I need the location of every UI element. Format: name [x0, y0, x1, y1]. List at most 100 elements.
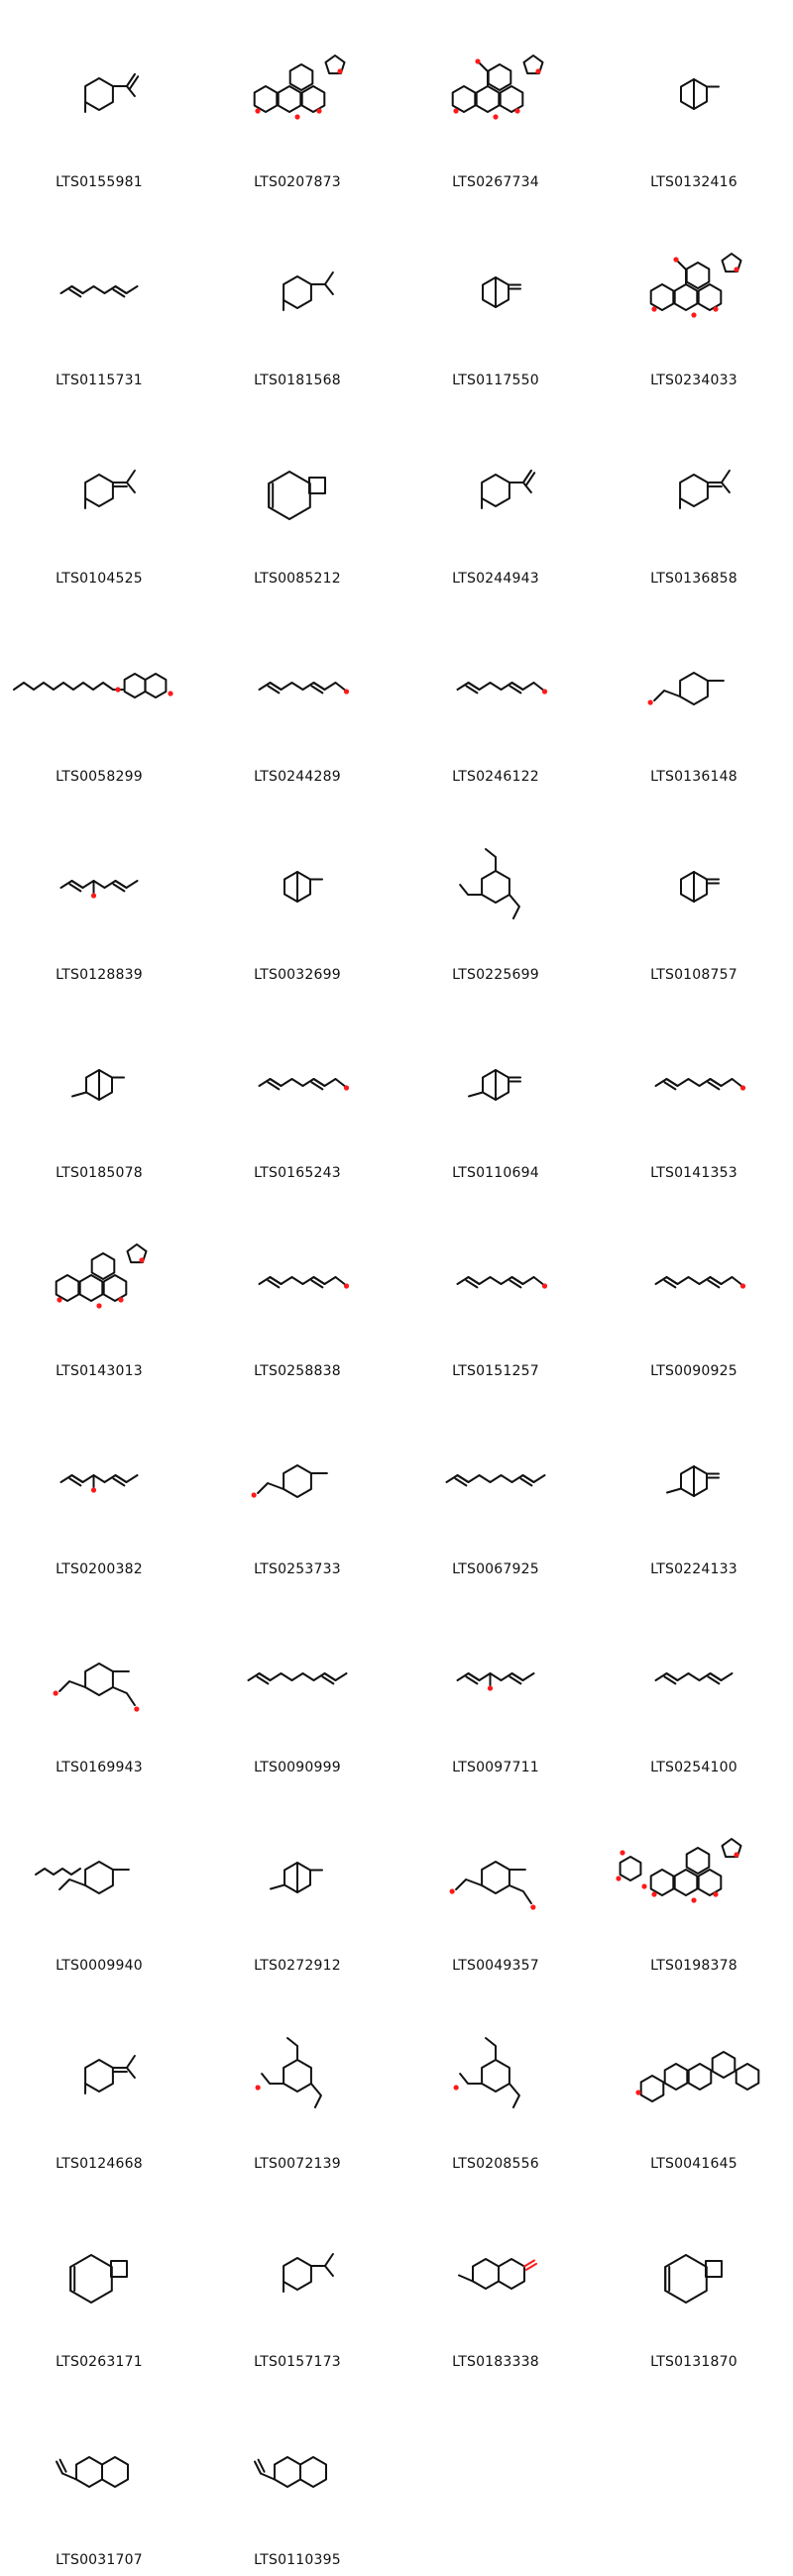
molecule-cell: LTS0207873: [198, 0, 396, 198]
molecule-cell: LTS0258838: [198, 1189, 396, 1387]
molecule-structure-drawing: [283, 2253, 334, 2293]
molecule-cell: LTS0165243: [198, 991, 396, 1189]
molecule-structure-drawing: [654, 1276, 746, 1289]
molecule-structure-drawing: [616, 1838, 742, 1903]
molecule-structure-drawing: [283, 871, 323, 903]
molecule-structure-drawing: [56, 2456, 129, 2488]
molecule-id-label: LTS0246122: [452, 769, 539, 785]
molecule-cell: LTS0104525: [0, 396, 198, 594]
molecule-cell: LTS0198378: [595, 1783, 793, 1982]
molecule-cell: LTS0115731: [0, 198, 198, 396]
molecule-id-label: LTS0097711: [452, 1760, 539, 1775]
molecule-cell: LTS0151257: [396, 1189, 595, 1387]
molecule-structure-drawing: [283, 271, 334, 311]
molecule-id-label: LTS0169943: [56, 1760, 143, 1775]
molecule-structure-drawing: [69, 2254, 128, 2304]
molecule-structure-drawing: [449, 1861, 536, 1910]
molecule-structure-drawing: [59, 880, 139, 899]
molecule-structure-drawing: [481, 470, 536, 509]
molecule-id-label: LTS0181568: [254, 373, 341, 388]
molecule-id-label: LTS0200382: [56, 1561, 143, 1577]
molecule-id-label: LTS0117550: [452, 373, 539, 388]
molecule-cell: LTS0183338: [396, 2180, 595, 2378]
molecule-structure-drawing: [35, 1861, 130, 1894]
molecule-id-label: LTS0108757: [650, 967, 737, 983]
molecule-structure-drawing: [456, 1276, 548, 1289]
molecule-cell: LTS0067925: [396, 1387, 595, 1585]
molecule-structure-drawing: [84, 470, 136, 509]
molecule-cell: LTS0128839: [0, 793, 198, 991]
molecule-id-label: LTS0157173: [254, 2354, 341, 2370]
molecule-id-label: LTS0115731: [56, 373, 143, 388]
molecule-id-label: LTS0254100: [650, 1760, 737, 1775]
molecule-structure-drawing: [84, 73, 140, 113]
molecule-id-label: LTS0041645: [650, 2156, 737, 2172]
molecule-id-label: LTS0198378: [650, 1958, 737, 1974]
molecule-structure-drawing: [254, 2456, 327, 2488]
molecule-cell: LTS0169943: [0, 1585, 198, 1783]
molecule-structure-drawing: [253, 54, 346, 120]
molecule-cell: LTS0225699: [396, 793, 595, 991]
molecule-structure-drawing: [258, 1276, 350, 1289]
molecule-cell: LTS0208556: [396, 1982, 595, 2180]
molecule-cell: LTS0117550: [396, 198, 595, 396]
molecule-id-label: LTS0124668: [56, 2156, 143, 2172]
molecule-structure-drawing: [458, 2258, 537, 2290]
molecule-structure-drawing: [679, 470, 731, 509]
molecule-id-label: LTS0234033: [650, 373, 737, 388]
molecule-id-label: LTS0104525: [56, 571, 143, 587]
molecule-id-label: LTS0058299: [56, 769, 143, 785]
molecule-id-label: LTS0244943: [452, 571, 539, 587]
molecule-id-label: LTS0141353: [650, 1165, 737, 1181]
molecule-structure-drawing: [71, 1069, 125, 1101]
molecule-cell: LTS0253733: [198, 1387, 396, 1585]
molecule-cell: LTS0143013: [0, 1189, 198, 1387]
molecule-id-label: LTS0067925: [452, 1561, 539, 1577]
molecule-cell: LTS0181568: [198, 198, 396, 396]
molecule-cell: LTS0136858: [595, 396, 793, 594]
molecule-cell: LTS0031707: [0, 2378, 198, 2576]
molecule-id-label: LTS0110694: [452, 1165, 539, 1181]
molecule-cell: LTS0141353: [595, 991, 793, 1189]
molecule-structure-drawing: [654, 1078, 746, 1091]
molecule-id-label: LTS0090999: [254, 1760, 341, 1775]
molecule-structure-drawing: [459, 848, 520, 919]
molecule-id-label: LTS0132416: [650, 174, 737, 190]
molecule-cell: LTS0234033: [595, 198, 793, 396]
molecule-structure-drawing: [13, 673, 173, 698]
molecule-structure-drawing: [270, 1862, 323, 1893]
molecule-id-label: LTS0110395: [254, 2552, 341, 2568]
molecule-cell: LTS0244289: [198, 594, 396, 793]
molecule-structure-drawing: [456, 1672, 535, 1691]
molecule-cell: LTS0136148: [595, 594, 793, 793]
molecule-structure-drawing: [680, 78, 720, 110]
molecule-structure-drawing: [635, 2051, 760, 2102]
molecule-id-label: LTS0155981: [56, 174, 143, 190]
molecule-id-label: LTS0267734: [452, 174, 539, 190]
molecule-id-label: LTS0072139: [254, 2156, 341, 2172]
molecule-id-label: LTS0185078: [56, 1165, 143, 1181]
molecule-cell: LTS0032699: [198, 793, 396, 991]
molecule-cell: LTS0155981: [0, 0, 198, 198]
molecule-id-label: LTS0143013: [56, 1363, 143, 1379]
molecule-id-label: LTS0032699: [254, 967, 341, 983]
molecule-id-label: LTS0244289: [254, 769, 341, 785]
molecule-id-label: LTS0263171: [56, 2354, 143, 2370]
molecule-cell: LTS0254100: [595, 1585, 793, 1783]
molecule-structure-drawing: [453, 2037, 520, 2108]
molecule-structure-drawing: [255, 2037, 322, 2108]
molecule-id-label: LTS0151257: [452, 1363, 539, 1379]
molecule-structure-drawing: [680, 871, 720, 903]
molecule-cell: LTS0157173: [198, 2180, 396, 2378]
molecule-id-label: LTS0253733: [254, 1561, 341, 1577]
molecule-id-label: LTS0258838: [254, 1363, 341, 1379]
molecule-cell: LTS0041645: [595, 1982, 793, 2180]
molecule-structure-drawing: [247, 1672, 348, 1685]
molecule-cell: LTS0267734: [396, 0, 595, 198]
molecule-cell: LTS0049357: [396, 1783, 595, 1982]
molecule-structure-drawing: [451, 54, 544, 120]
molecule-cell: LTS0110395: [198, 2378, 396, 2576]
molecule-cell: LTS0097711: [396, 1585, 595, 1783]
molecule-cell: LTS0185078: [0, 991, 198, 1189]
molecule-id-label: LTS0090925: [650, 1363, 737, 1379]
